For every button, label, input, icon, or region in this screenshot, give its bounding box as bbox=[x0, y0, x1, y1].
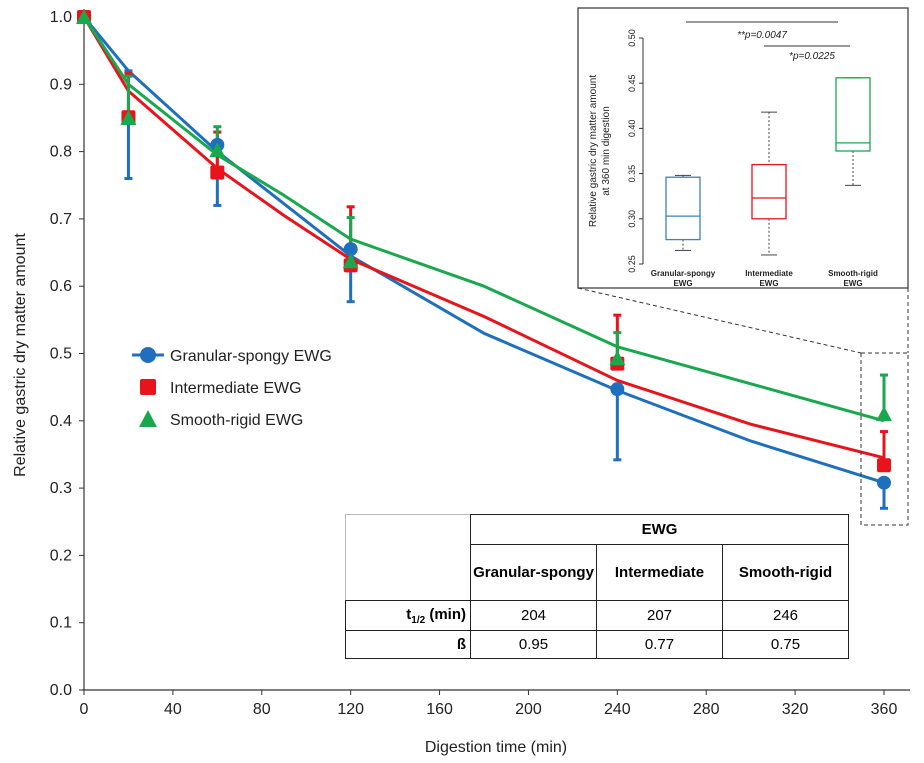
y-tick-label: 0.2 bbox=[50, 547, 72, 564]
inset-y-tick-label: 0.40 bbox=[627, 120, 637, 138]
table-row-label-beta: ß bbox=[345, 630, 471, 659]
table-cell: 204 bbox=[470, 600, 597, 631]
y-tick-label: 0.8 bbox=[50, 144, 72, 161]
inset-category-label: EWG bbox=[673, 279, 692, 288]
y-tick-label: 0.6 bbox=[50, 278, 72, 295]
inset-category-label: Granular-spongy bbox=[651, 269, 716, 278]
inset-frame bbox=[577, 7, 909, 289]
x-tick-label: 120 bbox=[337, 701, 364, 718]
table-cell: 246 bbox=[722, 600, 849, 631]
inset-box bbox=[835, 77, 871, 152]
inset-y-label: Relative gastric dry matter amount bbox=[588, 75, 599, 228]
data-point bbox=[209, 142, 226, 158]
inset-box bbox=[751, 163, 787, 220]
data-point bbox=[876, 406, 892, 422]
y-tick-label: 0.0 bbox=[50, 682, 72, 699]
zoom-box bbox=[860, 352, 909, 526]
legend-label: Granular-spongy EWG bbox=[170, 348, 332, 365]
fit-curve bbox=[82, 16, 885, 485]
data-point bbox=[343, 242, 358, 257]
y-axis-label: Relative gastric dry matter amount bbox=[12, 233, 29, 477]
data-point bbox=[877, 475, 891, 490]
inset-y-tick-label: 0.45 bbox=[627, 74, 637, 92]
data-markers bbox=[76, 9, 892, 490]
table-row-label-half-time: t1/2 (min) bbox=[345, 600, 471, 631]
inset-y-tick-label: 0.25 bbox=[627, 255, 637, 273]
inset-y-tick-label: 0.30 bbox=[627, 210, 637, 228]
legend: Granular-spongy EWG Intermediate EWG Smoot… bbox=[132, 347, 332, 429]
inset-y-label: at 360 min digestion bbox=[601, 106, 612, 196]
inset-category-label: EWG bbox=[759, 279, 778, 288]
legend-label: Intermediate EWG bbox=[170, 380, 302, 397]
main-axes: 0 40 80 120 160 200 240 280 320 360 0.0 0.1 0.2 0.3 0.… bbox=[50, 9, 910, 718]
legend-marker bbox=[140, 347, 156, 363]
inset-y-tick-label: 0.50 bbox=[627, 29, 637, 47]
x-tick-label: 320 bbox=[782, 701, 809, 718]
table-corner-cell bbox=[345, 514, 471, 601]
table-cell: 0.77 bbox=[596, 630, 723, 659]
data-point bbox=[609, 350, 626, 366]
table-col-header-smooth: Smooth-rigid bbox=[722, 544, 849, 601]
inset-y-tick-label: 0.35 bbox=[627, 165, 637, 183]
table-cell: 207 bbox=[596, 600, 723, 631]
inset-box bbox=[665, 176, 701, 241]
x-tick-label: 0 bbox=[80, 701, 89, 718]
inset-significance-label: **p=0.0047 bbox=[737, 30, 787, 41]
x-tick-label: 280 bbox=[693, 701, 720, 718]
x-tick-label: 240 bbox=[604, 701, 631, 718]
inset-category-label: EWG bbox=[843, 279, 862, 288]
zoom-connector bbox=[577, 287, 862, 354]
table-row-half-time: t1/2 (min) 204 207 246 bbox=[345, 600, 849, 631]
x-tick-label: 160 bbox=[426, 701, 453, 718]
y-tick-label: 0.7 bbox=[50, 211, 72, 228]
table-col-header-intermediate: Intermediate bbox=[596, 544, 723, 601]
inset-category-label: Smooth-rigid bbox=[828, 269, 878, 278]
x-tick-label: 40 bbox=[164, 701, 182, 718]
table-group-header: EWG bbox=[470, 514, 849, 545]
table-col-header-granular: Granular-spongy bbox=[470, 544, 597, 601]
legend-marker bbox=[140, 379, 156, 395]
table-cell: 0.75 bbox=[722, 630, 849, 659]
legend-label: Smooth-rigid EWG bbox=[170, 412, 303, 429]
y-tick-label: 0.3 bbox=[50, 480, 72, 497]
table-cell: 0.95 bbox=[470, 630, 597, 659]
data-point bbox=[210, 165, 225, 180]
inset-boxplot: 0.25 0.30 0.35 0.40 0.45 0.50 Relative gastric… bbox=[577, 7, 909, 526]
y-tick-label: 1.0 bbox=[50, 9, 72, 26]
data-point bbox=[610, 382, 625, 397]
x-tick-label: 80 bbox=[253, 701, 271, 718]
y-tick-label: 0.1 bbox=[50, 615, 72, 632]
y-tick-label: 0.9 bbox=[50, 76, 72, 93]
legend-marker bbox=[139, 410, 157, 427]
x-axis-label: Digestion time (min) bbox=[425, 739, 567, 756]
table-row-beta: ß 0.95 0.77 0.75 bbox=[345, 630, 849, 659]
y-tick-label: 0.4 bbox=[50, 413, 72, 430]
data-point bbox=[342, 253, 359, 269]
data-point bbox=[120, 109, 137, 125]
inset-significance-label: *p=0.0225 bbox=[789, 51, 835, 62]
data-point bbox=[877, 458, 891, 473]
parameter-table: EWG Granular-spongy Intermediate Smooth-… bbox=[345, 514, 849, 659]
inset-category-label: Intermediate bbox=[745, 269, 793, 278]
x-tick-label: 360 bbox=[871, 701, 898, 718]
data-point bbox=[76, 9, 92, 24]
y-tick-label: 0.5 bbox=[50, 346, 72, 363]
x-tick-label: 200 bbox=[515, 701, 542, 718]
